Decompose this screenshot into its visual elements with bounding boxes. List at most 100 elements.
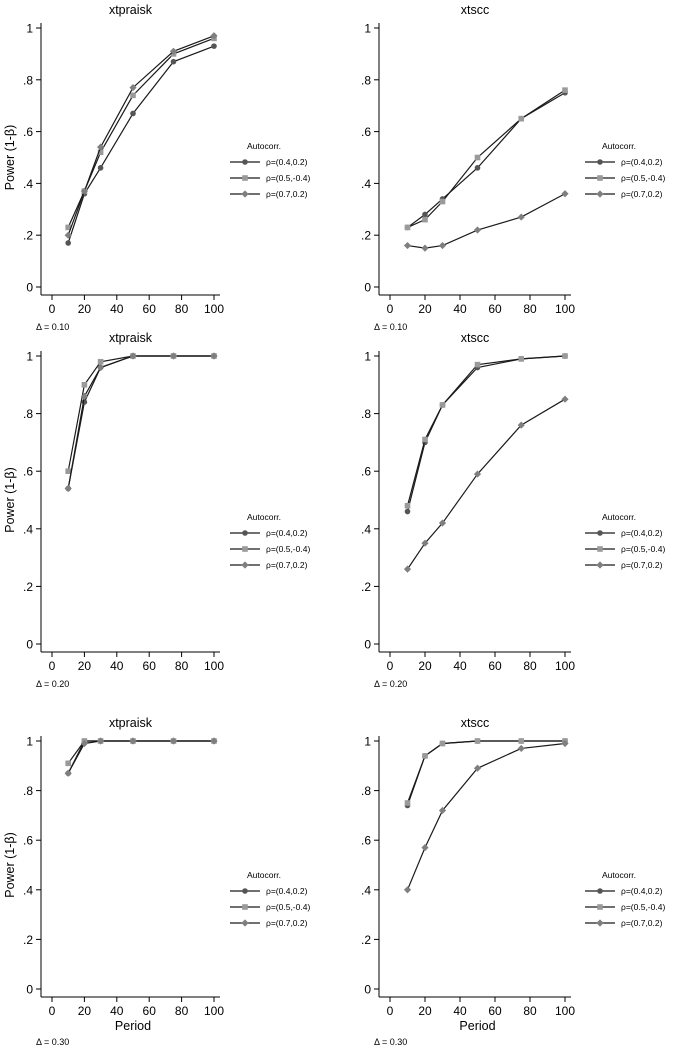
legend: Autocorr. ρ=(0.4,0.2) ρ=(0.5,-0.4) ρ=(0.7,0… bbox=[585, 141, 665, 199]
series-line-3 bbox=[67, 740, 214, 774]
series-line-3 bbox=[67, 35, 215, 236]
legend-title: Autocorr. bbox=[247, 141, 281, 151]
series-3-point bbox=[129, 352, 137, 360]
series-3-point bbox=[80, 739, 88, 748]
series-3-point bbox=[403, 886, 412, 894]
series-line-2 bbox=[67, 37, 215, 228]
series-line-2 bbox=[406, 740, 565, 804]
series-3-point bbox=[438, 241, 447, 250]
series-3-point bbox=[80, 392, 88, 400]
x-tick-label: 80 bbox=[175, 302, 189, 316]
series-2-point bbox=[404, 224, 411, 231]
legend-label: ρ=(0.4,0.2) bbox=[621, 886, 663, 896]
y-tick-label: .6 bbox=[361, 465, 371, 479]
series-3-point bbox=[421, 539, 429, 547]
legend-label: ρ=(0.5,-0.4) bbox=[621, 173, 665, 183]
series-2-point bbox=[422, 753, 428, 759]
series-1-point bbox=[65, 240, 71, 246]
y-tick-label: 1 bbox=[364, 22, 371, 36]
legend-marker bbox=[241, 919, 249, 927]
legend: Autocorr. ρ=(0.4,0.2) ρ=(0.5,-0.4) ρ=(0.7,0… bbox=[585, 512, 665, 570]
x-tick-label: 60 bbox=[143, 302, 157, 316]
series-line-2 bbox=[407, 89, 566, 228]
legend-marker bbox=[596, 190, 604, 198]
x-tick-label: 80 bbox=[175, 659, 189, 673]
series-1-point bbox=[130, 110, 136, 117]
series-3-point bbox=[129, 83, 137, 92]
legend-label: ρ=(0.5,-0.4) bbox=[621, 902, 665, 912]
y-tick-label: .4 bbox=[361, 177, 371, 191]
series-3-point bbox=[169, 352, 178, 360]
series-2-point bbox=[422, 436, 428, 443]
x-tick-label: 0 bbox=[49, 302, 56, 316]
series-3-point bbox=[561, 739, 569, 748]
x-tick-label: 20 bbox=[418, 659, 432, 673]
y-tick-label: 1 bbox=[364, 735, 371, 749]
series-2-point bbox=[474, 154, 481, 161]
series-line-2 bbox=[67, 740, 214, 764]
legend-marker bbox=[242, 530, 248, 536]
legend-label: ρ=(0.5,-0.4) bbox=[266, 544, 310, 554]
x-tick-label: 60 bbox=[488, 302, 502, 316]
y-axis-label: Power (1-β) bbox=[3, 125, 17, 191]
series-3-point bbox=[64, 231, 72, 239]
x-tick-label: 40 bbox=[453, 659, 467, 673]
panel-title: xtscc bbox=[461, 3, 489, 17]
legend-label: ρ=(0.7,0.2) bbox=[266, 918, 308, 928]
series-3-point bbox=[64, 769, 72, 777]
series-3-point bbox=[64, 484, 72, 493]
x-tick-label: 100 bbox=[204, 1004, 224, 1018]
y-tick-label: .8 bbox=[23, 73, 33, 87]
x-tick-label: 20 bbox=[418, 1004, 432, 1018]
legend-label: ρ=(0.7,0.2) bbox=[266, 189, 308, 199]
y-tick-label: 0 bbox=[26, 983, 33, 997]
legend-marker bbox=[596, 561, 604, 569]
panel-title: xtpraisk bbox=[109, 716, 153, 730]
panel-title: xtscc bbox=[461, 716, 489, 730]
panel-5: xtpraisk 0 .2 .4 .6 .8 1 0 20 40 60 80 100 Power (1-β… bbox=[3, 716, 310, 1047]
x-axis-label: Period bbox=[459, 1019, 495, 1033]
legend-title: Autocorr. bbox=[602, 141, 636, 151]
series-2-point bbox=[562, 353, 568, 359]
delta-note: Δ = 0.30 bbox=[36, 1037, 69, 1047]
x-tick-label: 100 bbox=[555, 1004, 575, 1018]
series-3-point bbox=[210, 352, 218, 360]
legend-label: ρ=(0.5,-0.4) bbox=[621, 544, 665, 554]
legend-label: ρ=(0.7,0.2) bbox=[621, 189, 663, 199]
series-3-point bbox=[169, 47, 178, 55]
series-line-3 bbox=[407, 193, 566, 249]
y-tick-label: .2 bbox=[361, 933, 371, 947]
legend: Autocorr. ρ=(0.4,0.2) ρ=(0.5,-0.4) ρ=(0.7,0… bbox=[585, 870, 665, 928]
x-tick-label: 80 bbox=[523, 1004, 537, 1018]
legend-label: ρ=(0.7,0.2) bbox=[266, 560, 308, 570]
series-2-point bbox=[562, 87, 568, 93]
y-tick-label: .2 bbox=[361, 580, 371, 594]
legend: Autocorr. ρ=(0.4,0.2) ρ=(0.5,-0.4) ρ=(0.7,0… bbox=[230, 141, 310, 199]
series-1-point bbox=[474, 165, 481, 171]
legend-marker bbox=[242, 175, 248, 181]
series-line-1 bbox=[406, 740, 565, 806]
delta-note: Δ = 0.10 bbox=[374, 322, 407, 332]
legend-marker bbox=[596, 919, 604, 927]
legend-marker bbox=[597, 904, 603, 910]
legend-label: ρ=(0.4,0.2) bbox=[621, 157, 663, 167]
panel-4: xtscc 0 .2 .4 .6 .8 1 0 20 40 60 80 100 Δ = 0.20 Autoc… bbox=[361, 331, 665, 689]
series-3-point bbox=[210, 737, 218, 745]
y-axis-label: Power (1-β) bbox=[3, 467, 17, 533]
series-2-point bbox=[518, 738, 525, 744]
series-3-point bbox=[517, 421, 525, 429]
series-line-3 bbox=[407, 398, 566, 570]
series-2-point bbox=[439, 740, 446, 747]
series-line-2 bbox=[406, 355, 566, 506]
delta-note: Δ = 0.20 bbox=[36, 679, 69, 689]
series-3-point bbox=[561, 190, 569, 198]
series-3-point bbox=[517, 744, 525, 753]
x-tick-label: 40 bbox=[110, 302, 124, 316]
legend-label: ρ=(0.4,0.2) bbox=[621, 528, 663, 538]
legend: Autocorr. ρ=(0.4,0.2) ρ=(0.5,-0.4) ρ=(0.7,0… bbox=[230, 870, 310, 928]
series-3-point bbox=[517, 213, 525, 221]
series-line-1 bbox=[67, 45, 215, 244]
delta-note: Δ = 0.10 bbox=[36, 322, 69, 332]
series-1-point bbox=[211, 43, 217, 49]
